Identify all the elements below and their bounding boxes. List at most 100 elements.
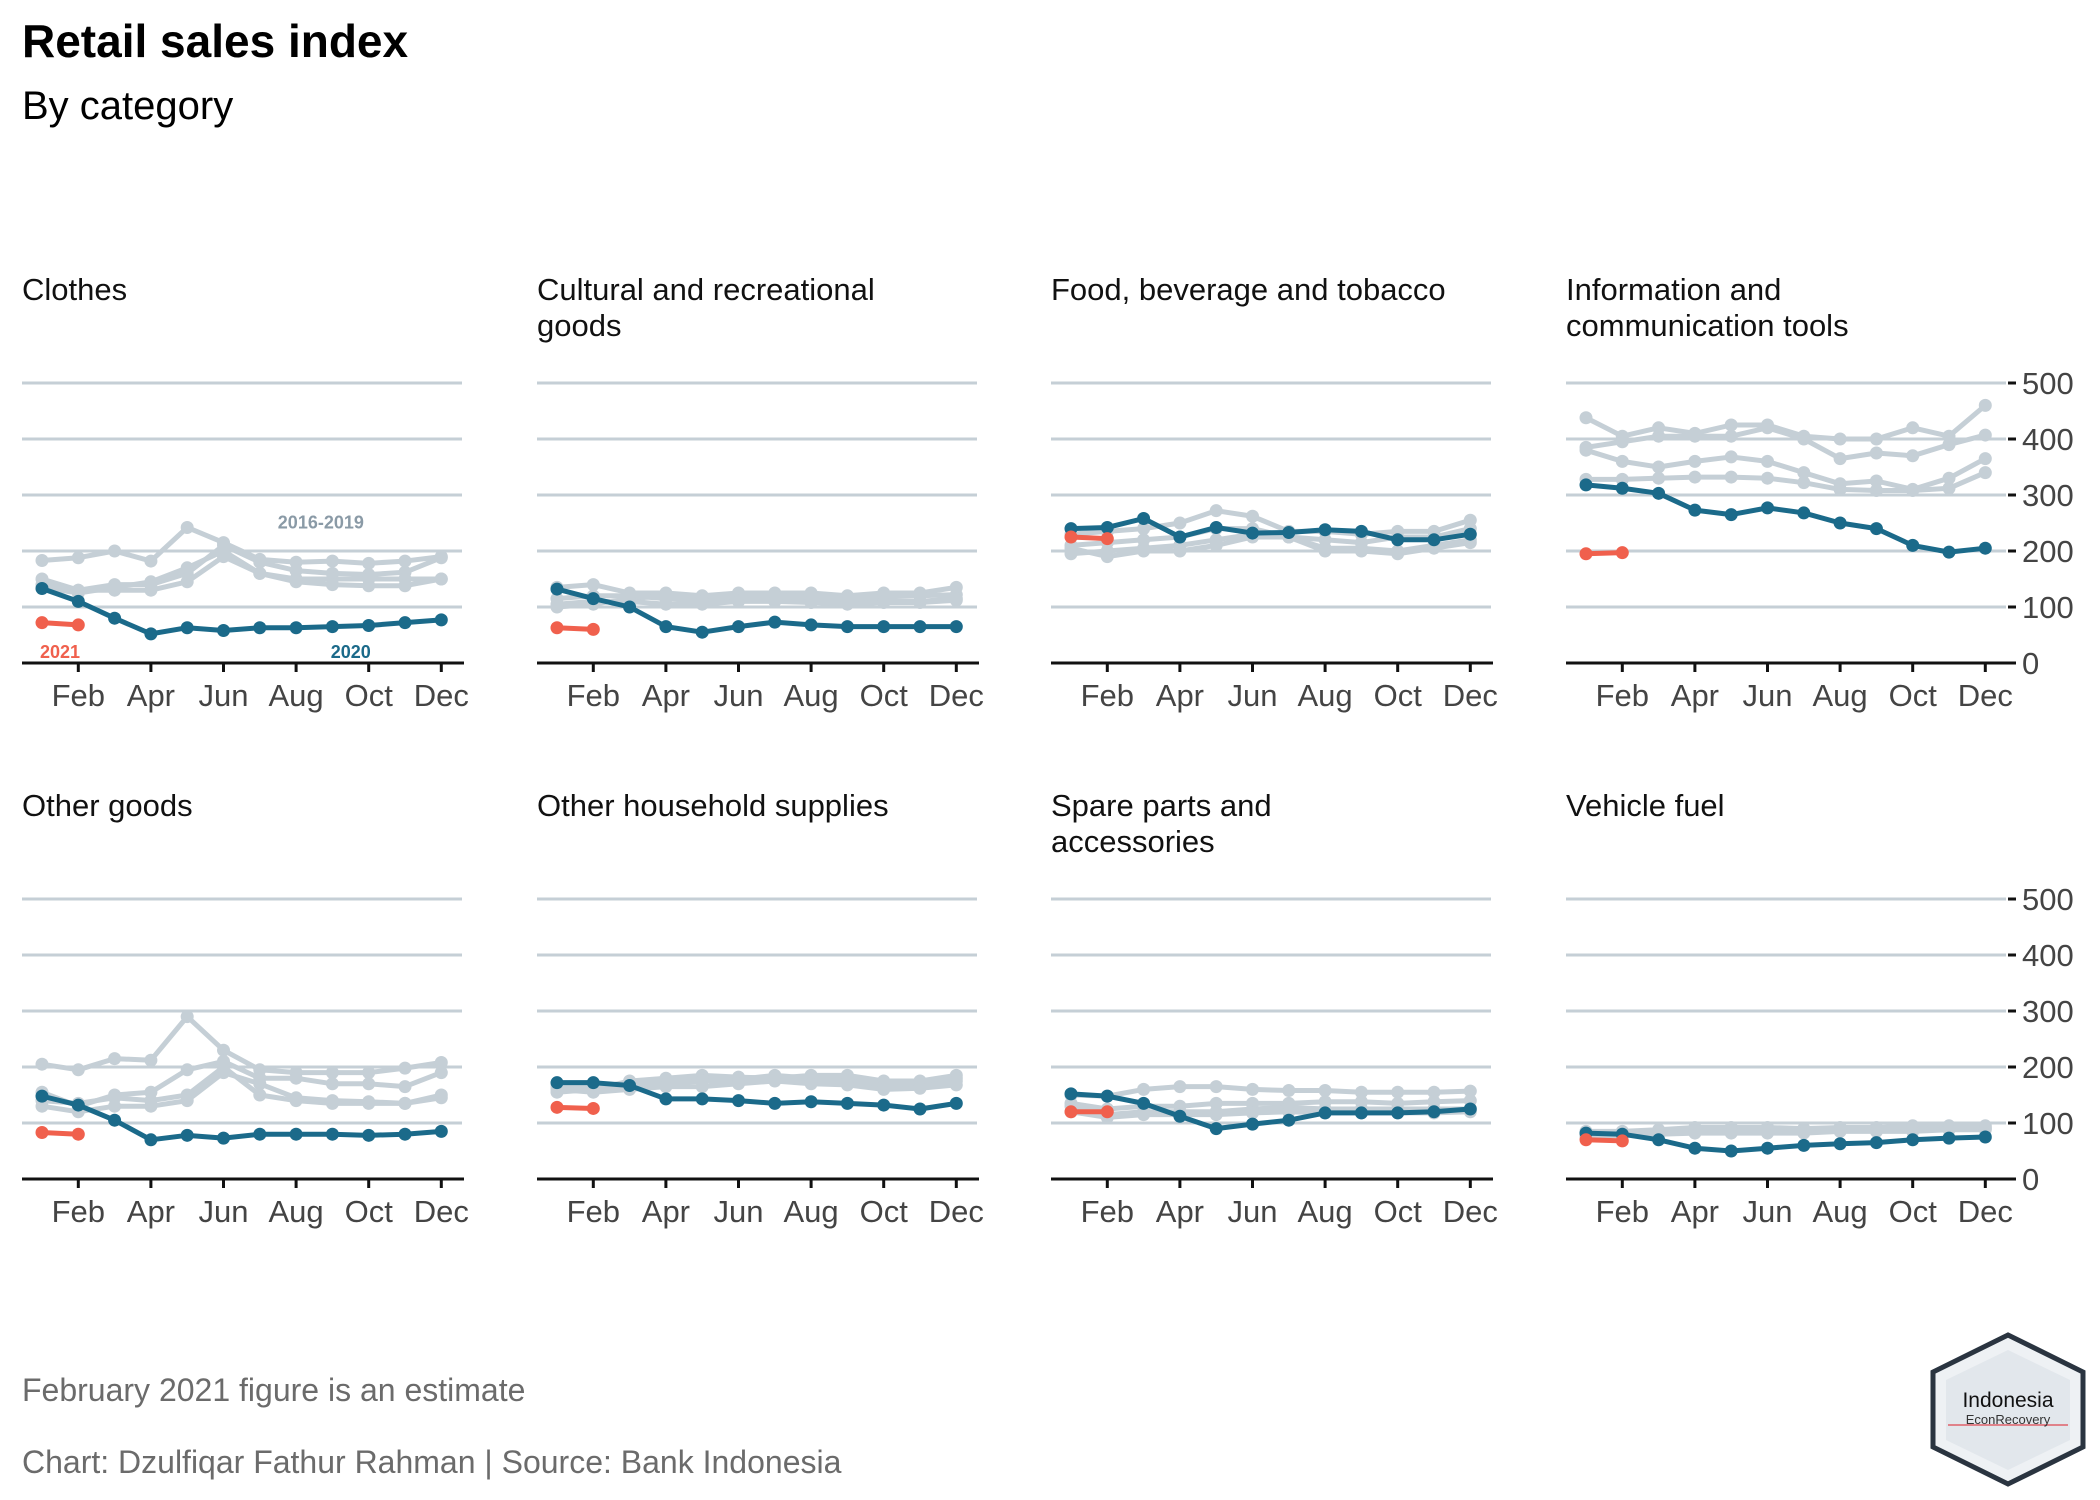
point-2020-vehicle-fuel <box>1906 1133 1920 1147</box>
hist-point-clothes-4 <box>144 583 158 597</box>
hist-point-vehicle-fuel-4 <box>1869 1124 1883 1138</box>
x-tick-label-food-beverage-and-tobacco-dec: Dec <box>1443 678 1498 713</box>
hist-point-other-goods-4 <box>144 1099 158 1113</box>
point-2020-spare-parts-and-accessories <box>1173 1109 1187 1123</box>
x-tick-label-information-and-communication-tools-feb: Feb <box>1596 678 1649 713</box>
x-tick-label-other-household-supplies-dec: Dec <box>929 1194 984 1229</box>
hist-point-other-goods-3 <box>253 1088 267 1102</box>
point-2020-spare-parts-and-accessories <box>1463 1102 1477 1116</box>
y-tick-label-vehicle-fuel-100: 100 <box>2022 1106 2074 1141</box>
x-tick-label-other-household-supplies-oct: Oct <box>860 1194 909 1229</box>
hist-point-information-and-communication-tools-3 <box>1724 450 1738 464</box>
x-tick-label-clothes-oct: Oct <box>345 678 394 713</box>
point-2020-food-beverage-and-tobacco <box>1100 520 1114 534</box>
point-2020-clothes <box>289 621 303 635</box>
point-2020-food-beverage-and-tobacco <box>1318 523 1332 537</box>
hist-point-clothes-4 <box>289 575 303 589</box>
hist-point-clothes-4 <box>71 583 85 597</box>
x-tick-label-information-and-communication-tools-apr: Apr <box>1671 678 1719 713</box>
point-2020-food-beverage-and-tobacco <box>1173 530 1187 544</box>
point-2020-spare-parts-and-accessories <box>1427 1105 1441 1119</box>
y-tick-label-information-and-communication-tools-500: 500 <box>2022 366 2074 401</box>
point-2020-information-and-communication-tools <box>1724 508 1738 522</box>
y-tick-label-information-and-communication-tools-400: 400 <box>2022 422 2074 457</box>
hist-line-other-goods-4 <box>41 1070 442 1115</box>
hist-point-other-goods-1 <box>398 1061 412 1075</box>
hist-point-information-and-communication-tools-4 <box>1942 481 1956 495</box>
x-tick-label-clothes-apr: Apr <box>127 678 175 713</box>
point-2020-vehicle-fuel <box>1978 1130 1992 1144</box>
x-tick-label-other-goods-aug: Aug <box>269 1194 324 1229</box>
y-tick-label-vehicle-fuel-500: 500 <box>2022 882 2074 917</box>
point-2021-spare-parts-and-accessories <box>1100 1105 1114 1119</box>
point-2020-food-beverage-and-tobacco <box>1427 533 1441 547</box>
hist-point-information-and-communication-tools-1 <box>1906 421 1920 435</box>
hist-point-other-goods-4 <box>217 1066 230 1080</box>
x-tick-label-clothes-jun: Jun <box>199 678 249 713</box>
hist-point-food-beverage-and-tobacco-4 <box>1391 547 1405 561</box>
y-tick-label-vehicle-fuel-200: 200 <box>2022 1050 2074 1085</box>
x-tick-label-vehicle-fuel-oct: Oct <box>1889 1194 1938 1229</box>
hist-point-other-goods-4 <box>180 1094 194 1108</box>
point-2020-vehicle-fuel <box>1652 1133 1666 1147</box>
hist-point-information-and-communication-tools-4 <box>1869 484 1883 498</box>
point-2020-spare-parts-and-accessories <box>1354 1106 1368 1120</box>
point-2020-other-household-supplies <box>949 1096 963 1110</box>
hist-point-other-household-supplies-4 <box>877 1082 891 1096</box>
hist-point-spare-parts-and-accessories-1 <box>1391 1085 1405 1099</box>
hist-point-information-and-communication-tools-3 <box>1579 443 1593 457</box>
point-2020-information-and-communication-tools <box>1906 538 1920 552</box>
hist-point-information-and-communication-tools-4 <box>1688 470 1702 484</box>
point-2021-vehicle-fuel <box>1579 1133 1593 1147</box>
hist-point-food-beverage-and-tobacco-1 <box>1173 516 1187 530</box>
x-tick-label-information-and-communication-tools-jun: Jun <box>1743 678 1793 713</box>
point-2020-spare-parts-and-accessories <box>1246 1117 1259 1131</box>
x-tick-label-vehicle-fuel-dec: Dec <box>1958 1194 2013 1229</box>
hist-point-other-household-supplies-4 <box>840 1078 854 1092</box>
hist-point-other-household-supplies-4 <box>949 1078 963 1092</box>
point-2020-other-goods <box>325 1127 339 1141</box>
hist-point-information-and-communication-tools-4 <box>1652 471 1666 485</box>
x-tick-label-food-beverage-and-tobacco-jun: Jun <box>1228 678 1278 713</box>
point-2020-cultural-and-recreational-goods <box>804 618 818 632</box>
point-2020-other-goods <box>144 1133 158 1147</box>
point-2020-vehicle-fuel <box>1688 1141 1702 1155</box>
hist-point-clothes-1 <box>362 556 376 570</box>
panel-title-other-goods: Other goods <box>22 788 193 823</box>
point-2020-cultural-and-recreational-goods <box>623 600 637 614</box>
hist-line-spare-parts-and-accessories-1 <box>1070 1084 1471 1099</box>
hist-point-clothes-1 <box>180 520 194 534</box>
point-2021-other-goods <box>71 1127 85 1141</box>
point-2020-vehicle-fuel <box>1724 1144 1738 1158</box>
hist-point-other-goods-4 <box>398 1096 412 1110</box>
x-tick-label-other-goods-apr: Apr <box>127 1194 175 1229</box>
hist-point-information-and-communication-tools-1 <box>1978 398 1992 412</box>
hist-point-spare-parts-and-accessories-4 <box>1209 1108 1223 1122</box>
hist-point-other-goods-1 <box>362 1066 376 1080</box>
point-2020-cultural-and-recreational-goods <box>913 620 927 634</box>
x-tick-label-cultural-and-recreational-goods-dec: Dec <box>929 678 984 713</box>
hist-point-clothes-1 <box>35 554 49 568</box>
x-tick-label-clothes-dec: Dec <box>414 678 469 713</box>
hist-point-other-goods-4 <box>434 1091 448 1105</box>
hist-point-information-and-communication-tools-3 <box>1869 474 1883 488</box>
x-tick-label-cultural-and-recreational-goods-oct: Oct <box>860 678 909 713</box>
hist-point-other-goods-1 <box>71 1063 85 1077</box>
point-2020-vehicle-fuel <box>1797 1138 1811 1152</box>
hist-point-clothes-4 <box>434 572 448 586</box>
legend-label-2016-2019: 2016-2019 <box>278 513 364 533</box>
point-2020-spare-parts-and-accessories <box>1064 1087 1078 1101</box>
panel-title-information-and-communication-tools-line2: communication tools <box>1566 308 1849 343</box>
x-tick-label-information-and-communication-tools-aug: Aug <box>1813 678 1868 713</box>
panel-title-other-household-supplies: Other household supplies <box>537 788 889 823</box>
panel-title-food-beverage-and-tobacco: Food, beverage and tobacco <box>1051 272 1446 307</box>
chart-title: Retail sales index <box>22 15 409 67</box>
hist-point-clothes-4 <box>217 550 230 564</box>
hist-point-other-goods-2 <box>180 1063 194 1077</box>
hist-point-clothes-2 <box>253 555 267 569</box>
point-2020-spare-parts-and-accessories <box>1137 1096 1151 1110</box>
hist-point-information-and-communication-tools-4 <box>1761 471 1774 485</box>
point-2020-vehicle-fuel <box>1942 1131 1956 1145</box>
hist-point-food-beverage-and-tobacco-4 <box>1100 550 1114 564</box>
hist-line-other-goods-1 <box>41 1014 442 1076</box>
